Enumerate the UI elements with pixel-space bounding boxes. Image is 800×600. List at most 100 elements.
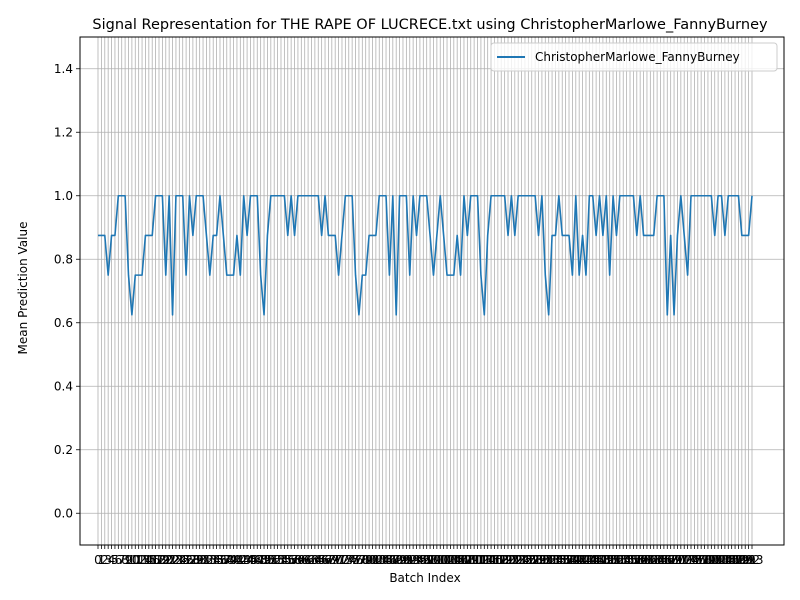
x-tick-label: 11	[128, 553, 143, 567]
x-tick-label: 90	[395, 553, 410, 567]
x-tick-label: 114	[473, 553, 496, 567]
x-tick-label: 74	[341, 553, 356, 567]
x-tick-label: 39	[223, 553, 238, 567]
x-tick-label: 20	[158, 553, 173, 567]
x-tick-label: 31	[195, 553, 210, 567]
x-tick-label: 138	[554, 553, 577, 567]
x-axis: 0123456789101112131415161718192021222324…	[94, 545, 763, 567]
x-tick-label: 157	[619, 553, 642, 567]
y-axis: 0.0 0.2 0.4 0.6 0.8 1.0 1.2 1.4	[54, 62, 80, 520]
x-tick-label: 174	[676, 553, 699, 567]
x-tick-label: 130	[527, 553, 550, 567]
x-tick-label: 57	[284, 553, 299, 567]
x-tick-label: 135	[544, 553, 567, 567]
x-tick-label: 178	[690, 553, 713, 567]
x-tick-label: 71	[331, 553, 346, 567]
x-tick-label: 187	[720, 553, 743, 567]
x-tick-label: 40	[226, 553, 241, 567]
x-tick-label: 179	[693, 553, 716, 567]
x-tick-label: 36	[212, 553, 227, 567]
x-tick-label: 43	[236, 553, 251, 567]
x-tick-label: 93	[405, 553, 420, 567]
x-tick-label: 27	[182, 553, 197, 567]
x-tick-label: 21	[162, 553, 177, 567]
x-tick-label: 183	[707, 553, 730, 567]
x-tick-label: 110	[459, 553, 482, 567]
x-tick-label: 173	[673, 553, 696, 567]
y-axis-label: Mean Prediction Value	[16, 222, 30, 355]
x-tick-label: 91	[399, 553, 414, 567]
x-tick-label: 161	[632, 553, 655, 567]
x-tick-label: 48	[253, 553, 268, 567]
x-tick-label: 176	[683, 553, 706, 567]
x-tick-label: 41	[229, 553, 244, 567]
y-tick-label: 0.6	[54, 316, 73, 330]
x-tick-label: 18	[151, 553, 166, 567]
x-tick-label: 168	[656, 553, 679, 567]
x-tick-label: 26	[178, 553, 193, 567]
x-axis-label: Batch Index	[389, 571, 460, 585]
x-tick-label: 115	[476, 553, 499, 567]
x-tick-label: 123	[503, 553, 526, 567]
x-tick-label: 136	[547, 553, 570, 567]
x-tick-label: 146	[581, 553, 604, 567]
x-tick-label: 116	[480, 553, 503, 567]
x-tick-label: 14	[138, 553, 153, 567]
x-tick-label: 125	[510, 553, 533, 567]
x-tick-label: 55	[277, 553, 292, 567]
x-tick-label: 52	[267, 553, 282, 567]
x-tick-label: 35	[209, 553, 224, 567]
x-tick-label: 147	[585, 553, 608, 567]
x-tick-label: 3	[104, 553, 112, 567]
x-tick-label: 124	[507, 553, 530, 567]
x-tick-label: 72	[334, 553, 349, 567]
x-tick-label: 58	[287, 553, 302, 567]
legend: ChristopherMarlowe_FannyBurney	[490, 42, 778, 72]
x-tick-label: 111	[463, 553, 486, 567]
x-tick-label: 67	[317, 553, 332, 567]
x-tick-label: 2	[101, 553, 109, 567]
x-tick-label: 165	[646, 553, 669, 567]
x-tick-label: 60	[294, 553, 309, 567]
x-tick-label: 167	[652, 553, 675, 567]
y-tick-label: 0.0	[54, 506, 73, 520]
x-tick-label: 63	[304, 553, 319, 567]
x-tick-label: 54	[273, 553, 288, 567]
x-tick-label: 104	[439, 553, 462, 567]
x-tick-label: 76	[348, 553, 363, 567]
y-tick-label: 0.8	[54, 252, 73, 266]
x-tick-label: 83	[372, 553, 387, 567]
x-tick-label: 61	[297, 553, 312, 567]
x-tick-label: 79	[358, 553, 373, 567]
x-tick-label: 70	[328, 553, 343, 567]
x-tick-label: 134	[541, 553, 564, 567]
x-tick-label: 132	[534, 553, 557, 567]
x-tick-label: 192	[737, 553, 760, 567]
legend-label: ChristopherMarlowe_FannyBurney	[535, 50, 740, 64]
x-tick-label: 160	[629, 553, 652, 567]
x-tick-label: 113	[469, 553, 492, 567]
x-tick-label: 24	[172, 553, 187, 567]
x-tick-label: 32	[199, 553, 214, 567]
grid	[80, 37, 784, 545]
x-tick-label: 126	[514, 553, 537, 567]
x-tick-label: 88	[389, 553, 404, 567]
x-tick-label: 120	[493, 553, 516, 567]
x-tick-label: 143	[571, 553, 594, 567]
x-tick-label: 7	[118, 553, 126, 567]
x-tick-label: 170	[663, 553, 686, 567]
x-tick-label: 188	[724, 553, 747, 567]
x-tick-label: 38	[219, 553, 234, 567]
x-tick-label: 163	[639, 553, 662, 567]
x-tick-label: 122	[500, 553, 523, 567]
x-tick-label: 19	[155, 553, 170, 567]
legend-box	[490, 42, 778, 72]
x-tick-label: 181	[700, 553, 723, 567]
x-tick-label: 169	[659, 553, 682, 567]
x-tick-label: 152	[602, 553, 625, 567]
x-tick-label: 85	[378, 553, 393, 567]
x-tick-label: 59	[290, 553, 305, 567]
x-tick-label: 97	[419, 553, 434, 567]
x-tick-label: 105	[442, 553, 465, 567]
x-tick-label: 28	[185, 553, 200, 567]
